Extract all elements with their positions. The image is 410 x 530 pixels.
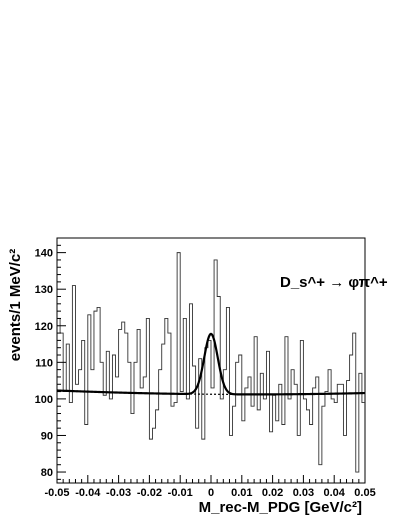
x-tick-label: 0 xyxy=(208,487,214,499)
y-tick-label: 90 xyxy=(41,430,53,442)
y-tick-label: 100 xyxy=(35,394,53,406)
x-tick-label: -0.04 xyxy=(75,487,101,499)
axes-layer: -0.05 -0.04 -0.03 -0.02 -0.01 0 0.01 0.02 0.03 0.… xyxy=(35,237,376,499)
x-tick-label: 0.01 xyxy=(231,487,252,499)
y-axis-title: events/1 MeV/c² xyxy=(7,249,24,362)
y-tick-label: 110 xyxy=(35,357,53,369)
x-tick-label: 0.02 xyxy=(262,487,283,499)
x-axis-title: M_rec-M_PDG [GeV/c²] xyxy=(199,499,362,516)
decay-annotation: D_s^+ → φπ^+ xyxy=(280,274,388,291)
y-tick-label: 120 xyxy=(35,321,53,333)
x-tick-label: -0.05 xyxy=(44,487,69,499)
x-tick-label: 0.04 xyxy=(323,487,345,499)
x-tick-label: -0.02 xyxy=(137,487,162,499)
fit-curve xyxy=(56,332,366,396)
background-dashed-curve xyxy=(174,393,248,395)
histogram-steps xyxy=(57,252,365,473)
x-tick-label: -0.01 xyxy=(168,487,193,499)
y-tick-label: 140 xyxy=(35,248,53,260)
histogram-layer xyxy=(57,252,365,473)
x-tick-label: 0.03 xyxy=(293,487,314,499)
y-tick-label: 80 xyxy=(41,467,53,479)
fit-layer xyxy=(56,332,366,396)
y-tick-label: 130 xyxy=(35,284,53,296)
x-tick-label: -0.03 xyxy=(106,487,131,499)
x-tick-label: 0.05 xyxy=(354,487,375,499)
